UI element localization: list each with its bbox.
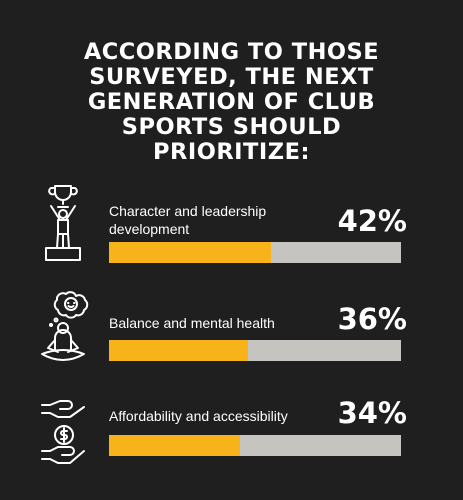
stat-row-balance-mental-health: Balance and mental health 36% — [0, 290, 463, 380]
stat-percent: 42% — [337, 204, 407, 238]
stat-percent: 34% — [337, 396, 407, 430]
bar-track — [109, 435, 401, 456]
meditating-person-icon — [41, 291, 89, 361]
stat-label: Affordability and accessibility — [109, 407, 309, 425]
bar-track — [109, 340, 401, 361]
headline-line: SPORTS SHOULD — [121, 114, 342, 140]
bar-track — [109, 242, 401, 263]
stat-label-line: development — [109, 221, 190, 237]
stat-percent: 36% — [337, 302, 407, 336]
stat-label-line: Affordability and accessibility — [109, 408, 288, 424]
trophy-winner-podium-icon — [45, 185, 81, 261]
stat-label-line: Balance and mental health — [109, 315, 275, 331]
headline-line: GENERATION OF CLUB — [87, 89, 376, 115]
stat-label: Character and leadership development — [109, 202, 309, 238]
stat-label-line: Character and leadership — [109, 203, 267, 219]
headline-line: PRIORITIZE: — [153, 139, 310, 165]
bar-fill — [109, 340, 248, 361]
stat-row-affordability-accessibility: Affordability and accessibility 34% — [0, 395, 463, 485]
bar-fill — [109, 435, 240, 456]
bar-fill — [109, 242, 271, 263]
stat-label: Balance and mental health — [109, 314, 309, 332]
headline-line: ACCORDING TO THOSE — [83, 39, 380, 65]
hand-holding-dollar-icon — [41, 400, 85, 464]
headline: ACCORDING TO THOSE SURVEYED, THE NEXT GE… — [0, 40, 463, 165]
headline-line: SURVEYED, THE NEXT — [89, 64, 374, 90]
stat-row-character-leadership: Character and leadership development 42% — [0, 182, 463, 272]
